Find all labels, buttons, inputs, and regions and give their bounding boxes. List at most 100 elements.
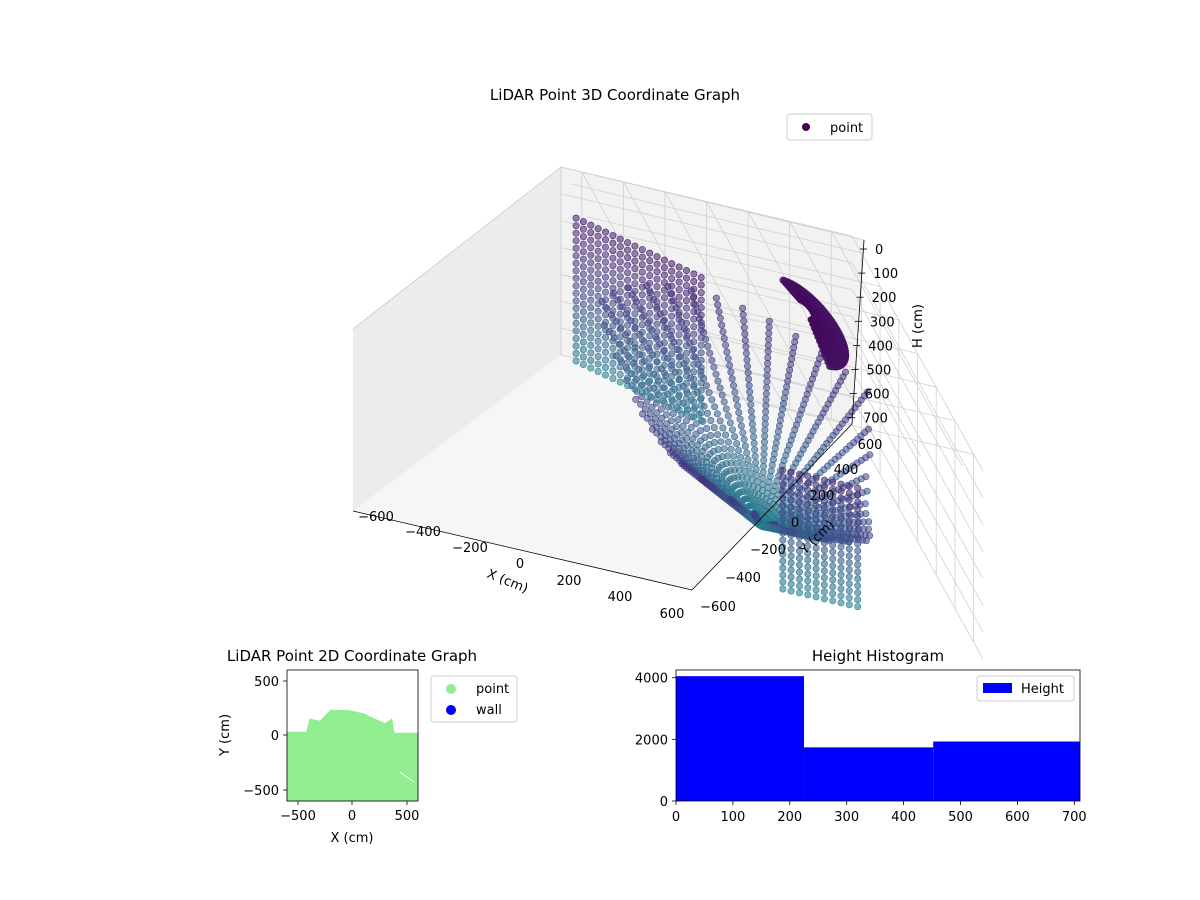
data-point-3d <box>638 276 646 284</box>
data-point-3d <box>637 400 645 408</box>
data-point-3d <box>795 561 803 569</box>
data-point-3d <box>820 504 828 512</box>
data-point-3d <box>812 495 820 503</box>
data-point-3d <box>579 323 587 331</box>
data-point-3d <box>711 403 719 411</box>
data-point-3d <box>682 282 690 290</box>
data-point-3d <box>675 278 683 286</box>
points-3d <box>572 214 874 611</box>
data-point-3d <box>764 359 772 367</box>
data-point-3d <box>668 342 676 350</box>
data-point-3d <box>779 522 787 530</box>
data-point-3d <box>668 260 676 268</box>
x-tick-3d: −400 <box>405 525 441 540</box>
y-tick-2d: 0 <box>271 729 279 744</box>
data-point-3d <box>646 249 654 257</box>
data-point-3d <box>587 319 595 327</box>
data-point-3d <box>579 255 587 263</box>
legend-3d-frame <box>786 113 873 141</box>
data-point-3d <box>779 508 787 516</box>
data-point-3d <box>829 548 837 556</box>
data-point-3d <box>675 323 683 331</box>
data-point-3d <box>804 486 812 494</box>
data-point-3d <box>789 349 797 357</box>
data-point-3d <box>631 242 639 250</box>
data-point-3d <box>820 497 828 505</box>
data-point-3d <box>829 478 837 486</box>
data-point-3d <box>746 388 754 396</box>
data-point-3d <box>746 394 754 402</box>
data-point-3d <box>779 550 787 558</box>
data-point-3d <box>572 334 580 342</box>
data-point-3d <box>740 317 748 325</box>
data-point-3d <box>675 338 683 346</box>
data-point-3d <box>624 306 632 314</box>
data-point-3d <box>820 581 828 589</box>
data-point-3d <box>787 587 795 595</box>
data-point-3d <box>682 372 690 380</box>
data-point-3d <box>845 531 853 539</box>
z-ticks-3d: 0 100 200 300 400 500 600 700 <box>848 243 898 427</box>
y-tick-3d: −400 <box>725 571 761 586</box>
data-point-3d <box>854 575 862 583</box>
data-point-3d <box>742 343 750 351</box>
data-point-3d <box>660 301 668 309</box>
data-point-3d <box>609 374 617 382</box>
data-point-3d <box>631 287 639 295</box>
data-point-3d <box>760 444 768 452</box>
data-point-3d <box>706 349 714 357</box>
data-point-3d <box>812 537 820 545</box>
data-point-3d <box>820 476 828 484</box>
data-point-3d <box>646 272 654 280</box>
data-point-3d <box>624 366 632 374</box>
data-point-3d <box>812 544 820 552</box>
pane-left <box>353 167 561 511</box>
data-point-3d <box>668 335 676 343</box>
data-point-3d <box>616 265 624 273</box>
z-tick-3d: 100 <box>873 267 898 282</box>
data-point-3d <box>749 426 757 434</box>
data-point-3d <box>587 259 595 267</box>
data-point-3d <box>812 579 820 587</box>
data-point-3d <box>812 474 820 482</box>
data-point-3d <box>594 225 602 233</box>
data-point-3d <box>718 391 726 399</box>
data-point-3d <box>646 279 654 287</box>
data-point-3d <box>812 586 820 594</box>
data-point-3d <box>601 333 609 341</box>
data-point-3d <box>804 500 812 508</box>
data-point-3d <box>779 557 787 565</box>
data-point-3d <box>795 526 803 534</box>
data-point-3d <box>690 360 698 368</box>
data-point-3d <box>616 340 624 348</box>
data-point-3d <box>779 466 787 474</box>
data-point-3d <box>761 432 769 440</box>
y-tick-3d: 200 <box>810 489 835 504</box>
data-point-3d <box>601 348 609 356</box>
data-point-3d <box>727 445 735 453</box>
legend-marker-height <box>983 683 1012 693</box>
data-point-3d <box>779 480 787 488</box>
data-point-3d <box>631 340 639 348</box>
data-point-3d <box>742 349 750 357</box>
data-point-3d <box>762 408 770 416</box>
data-point-3d <box>820 525 828 533</box>
data-point-3d <box>759 462 767 470</box>
data-point-3d <box>765 335 773 343</box>
data-point-3d <box>837 480 845 488</box>
data-point-3d <box>776 416 784 424</box>
data-point-3d <box>820 546 828 554</box>
data-point-3d <box>668 312 676 320</box>
data-point-3d <box>787 538 795 546</box>
data-point-3d <box>631 347 639 355</box>
y-tick-3d: 600 <box>858 438 883 453</box>
data-point-3d <box>624 291 632 299</box>
data-point-3d <box>863 487 871 495</box>
data-point-3d <box>690 368 698 376</box>
y-tick-3d: −600 <box>700 600 736 615</box>
data-point-3d <box>759 474 767 482</box>
data-point-3d <box>609 247 617 255</box>
data-point-3d <box>733 440 741 448</box>
data-point-3d <box>812 523 820 531</box>
